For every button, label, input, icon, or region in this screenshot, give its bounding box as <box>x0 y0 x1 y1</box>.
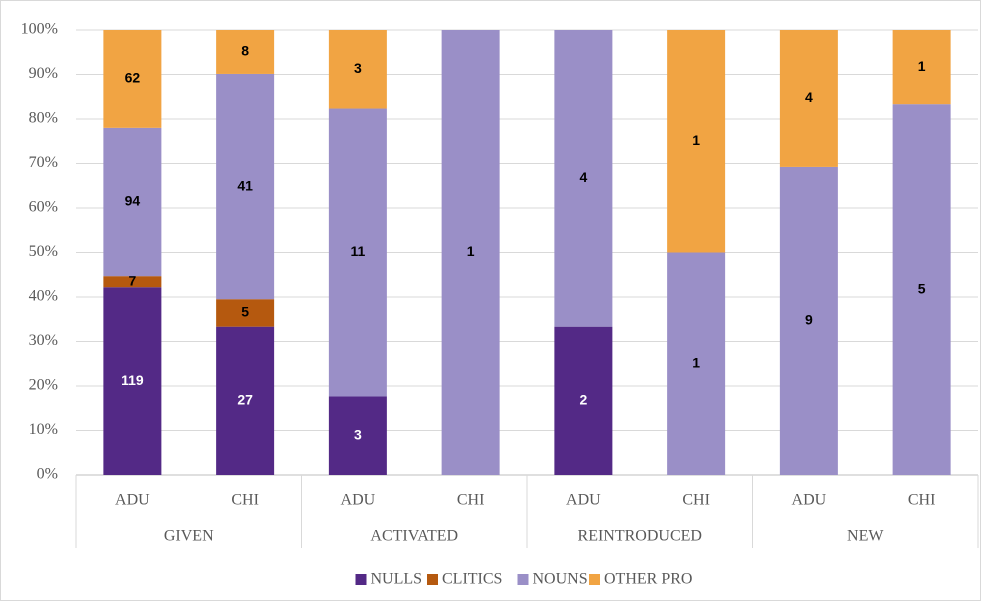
data-label: 4 <box>579 169 587 185</box>
x-tick-label: ADU <box>792 492 827 509</box>
y-tick-label: 90% <box>29 65 58 82</box>
data-label: 3 <box>354 60 362 76</box>
bar-segment <box>216 73 275 300</box>
group-label: ACTIVATED <box>370 528 458 545</box>
data-label: 2 <box>579 392 587 408</box>
data-label: 5 <box>918 280 926 296</box>
y-tick-label: 70% <box>29 154 58 171</box>
group-label: NEW <box>847 528 884 545</box>
bar-segment <box>103 30 162 128</box>
bar-segment <box>103 287 162 475</box>
data-label: 41 <box>237 177 253 193</box>
x-tick-label: CHI <box>682 492 710 509</box>
legend-swatch <box>517 574 529 585</box>
y-tick-label: 0% <box>37 466 58 483</box>
data-label: 1 <box>692 354 700 370</box>
data-label: 1 <box>692 132 700 148</box>
bar-segment <box>892 104 951 476</box>
x-tick-label: ADU <box>341 492 376 509</box>
bar-segment <box>667 252 726 475</box>
x-tick-label: ADU <box>566 492 601 509</box>
y-tick-label: 40% <box>29 288 58 305</box>
bar-segment <box>554 30 613 327</box>
data-label: 4 <box>805 89 813 105</box>
y-tick-label: 10% <box>29 421 58 438</box>
data-label: 62 <box>125 70 141 86</box>
legend-swatch <box>355 574 367 585</box>
data-label: 3 <box>354 426 362 442</box>
bar-segment <box>441 30 500 475</box>
x-tick-label: CHI <box>231 492 259 509</box>
data-label: 11 <box>350 243 365 259</box>
bar-segment <box>892 30 951 105</box>
x-tick-label: CHI <box>457 492 485 509</box>
bar-segment <box>554 326 613 475</box>
x-tick-label: ADU <box>115 492 150 509</box>
bar-segment <box>216 299 275 327</box>
bar-segment <box>667 30 726 253</box>
legend-swatch <box>427 574 438 585</box>
data-label: 5 <box>241 304 249 320</box>
legend-label: NULLS <box>371 571 423 588</box>
group-label: GIVEN <box>164 528 214 545</box>
legend-swatch <box>589 574 600 585</box>
bar-segment <box>779 30 838 167</box>
data-label: 8 <box>241 43 249 59</box>
data-label: 119 <box>121 372 144 388</box>
legend-label: NOUNS <box>533 571 588 588</box>
bar-segment <box>216 30 275 74</box>
group-label: REINTRODUCED <box>578 528 702 545</box>
y-tick-label: 80% <box>29 110 58 127</box>
y-tick-label: 60% <box>29 199 58 216</box>
bar-segment <box>103 276 162 288</box>
y-tick-label: 100% <box>21 21 58 38</box>
legend-label: OTHER PRO <box>604 571 692 588</box>
bar-segment <box>328 30 387 109</box>
bar-segment <box>328 108 387 397</box>
x-tick-label: CHI <box>908 492 936 509</box>
data-label: 1 <box>467 243 475 259</box>
data-label: 9 <box>805 312 813 328</box>
legend-label: CLITICS <box>442 571 502 588</box>
bar-segment <box>216 326 275 475</box>
data-label: 27 <box>237 392 253 408</box>
bar-segment <box>779 166 838 475</box>
bar-segment <box>103 127 162 277</box>
y-tick-label: 30% <box>29 332 58 349</box>
y-tick-label: 50% <box>29 243 58 260</box>
bar-segment <box>328 396 387 475</box>
data-label: 7 <box>128 272 136 288</box>
data-label: 1 <box>918 58 926 74</box>
y-tick-label: 20% <box>29 377 58 394</box>
data-label: 94 <box>125 193 141 209</box>
